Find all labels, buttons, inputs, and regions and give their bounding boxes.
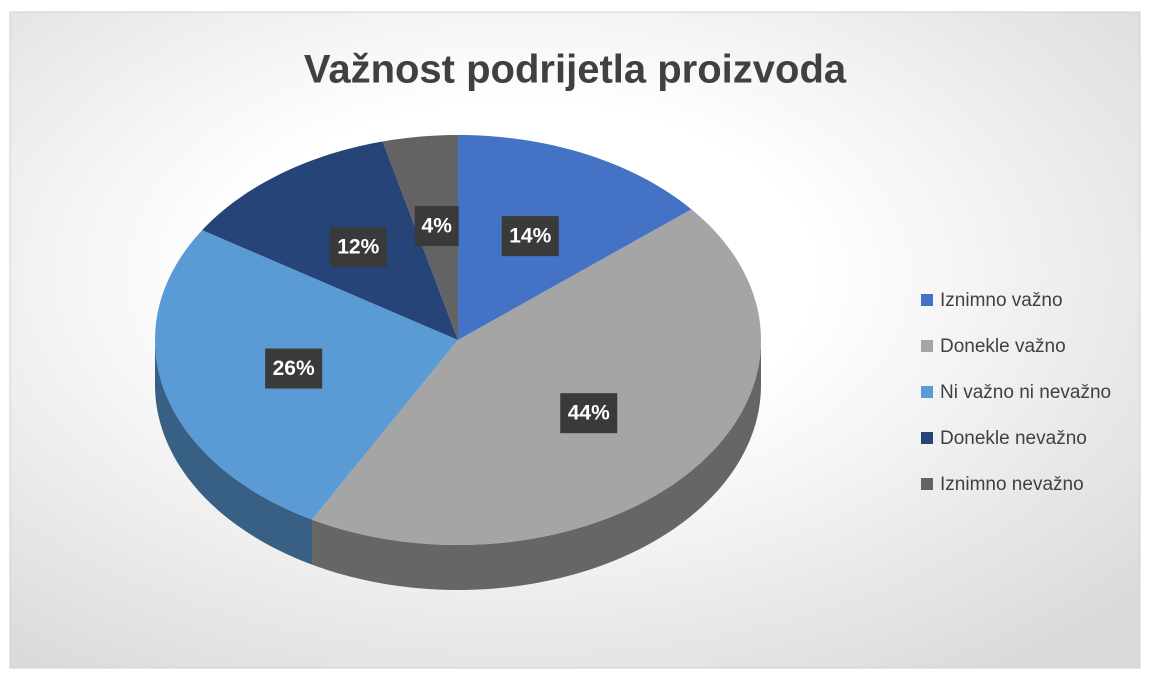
value-label-bg: [501, 216, 559, 257]
legend-swatch: [921, 386, 933, 398]
legend-swatch: [921, 294, 933, 306]
slice-side: [155, 340, 313, 565]
slice-side: [312, 340, 761, 590]
legend-swatch: [921, 432, 933, 444]
legend-label: Donekle nevažno: [940, 428, 1087, 449]
chart-title: Važnost podrijetla proizvoda: [304, 48, 847, 92]
value-label: 14%: [509, 225, 551, 248]
legend-label: Ni važno ni nevažno: [940, 382, 1111, 403]
legend-label: Iznimno važno: [940, 290, 1063, 311]
slice: [458, 135, 692, 340]
legend-label: Donekle važno: [940, 336, 1066, 357]
value-label-bg: [560, 393, 618, 434]
value-label: 12%: [337, 236, 379, 259]
value-label-bg: [414, 206, 459, 247]
value-label-bg: [265, 348, 323, 389]
slice: [312, 209, 761, 545]
value-label: 26%: [273, 357, 315, 380]
legend-label: Iznimno nevažno: [940, 474, 1084, 495]
legend-swatch: [921, 478, 933, 490]
value-label-bg: [329, 227, 387, 268]
value-label: 44%: [568, 402, 610, 425]
value-label: 4%: [422, 215, 453, 238]
legend-swatch: [921, 340, 933, 352]
